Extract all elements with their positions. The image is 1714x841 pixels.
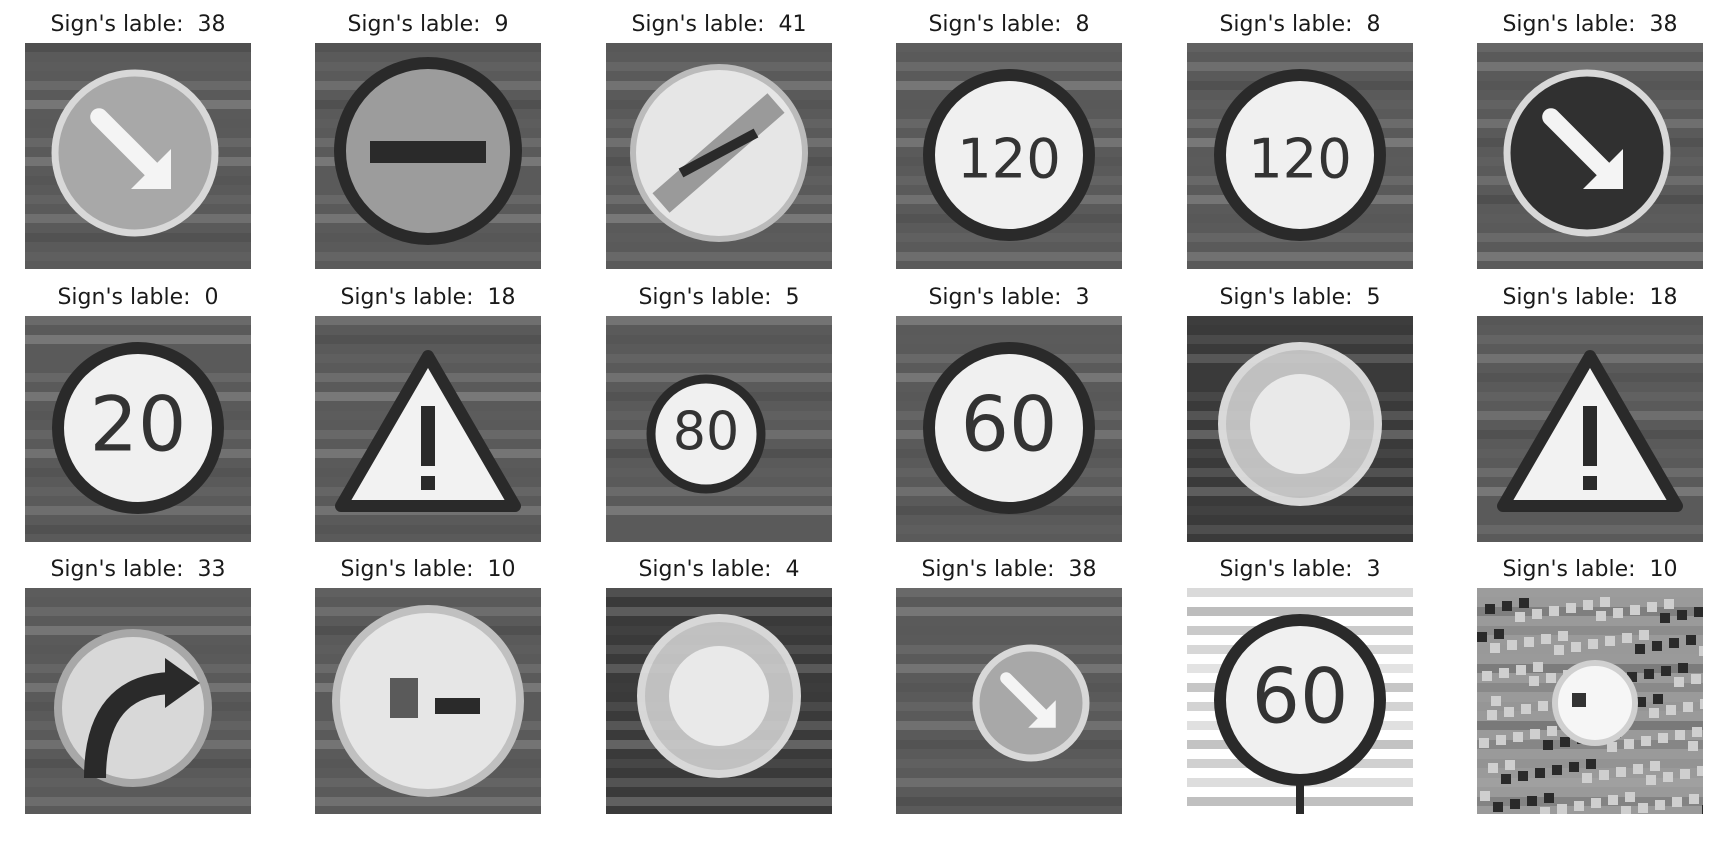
svg-text:120: 120 <box>957 127 1061 190</box>
svg-text:20: 20 <box>90 379 187 468</box>
sign-label-title: Sign's lable: 38 <box>50 12 226 37</box>
traffic-sign-image <box>25 588 251 814</box>
svg-text:80: 80 <box>673 402 740 462</box>
sign-label-title: Sign's lable: 5 <box>1219 285 1381 310</box>
sign-label-title: Sign's lable: 3 <box>1219 557 1381 582</box>
traffic-sign-image: 120 <box>1187 43 1413 269</box>
traffic-sign-image <box>25 43 251 269</box>
sign-label-title: Sign's lable: 38 <box>1502 12 1678 37</box>
sign-label-title: Sign's lable: 38 <box>921 557 1097 582</box>
sign-label-title: Sign's lable: 18 <box>340 285 516 310</box>
sign-label-title: Sign's lable: 41 <box>631 12 807 37</box>
traffic-sign-image <box>1477 588 1703 814</box>
traffic-sign-image <box>1477 316 1703 542</box>
sign-label-title: Sign's lable: 10 <box>340 557 516 582</box>
svg-text:60: 60 <box>961 379 1058 468</box>
sign-label-title: Sign's lable: 18 <box>1502 285 1678 310</box>
traffic-sign-image <box>315 43 541 269</box>
sign-label-title: Sign's lable: 5 <box>638 285 800 310</box>
svg-text:120: 120 <box>1248 127 1352 190</box>
traffic-sign-image <box>606 43 832 269</box>
sign-label-title: Sign's lable: 8 <box>928 12 1090 37</box>
traffic-sign-image <box>315 588 541 814</box>
sign-label-title: Sign's lable: 33 <box>50 557 226 582</box>
sign-label-title: Sign's lable: 9 <box>347 12 509 37</box>
sign-label-title: Sign's lable: 8 <box>1219 12 1381 37</box>
traffic-sign-image: 80 <box>606 316 832 542</box>
traffic-sign-image: 60 <box>896 316 1122 542</box>
sign-label-title: Sign's lable: 4 <box>638 557 800 582</box>
sign-label-title: Sign's lable: 10 <box>1502 557 1678 582</box>
sign-label-title: Sign's lable: 0 <box>57 285 219 310</box>
traffic-sign-image <box>1477 43 1703 269</box>
traffic-sign-image <box>315 316 541 542</box>
traffic-sign-image <box>1187 316 1413 542</box>
traffic-sign-image <box>896 588 1122 814</box>
sign-label-title: Sign's lable: 3 <box>928 285 1090 310</box>
traffic-sign-image <box>606 588 832 814</box>
svg-text:60: 60 <box>1252 651 1349 740</box>
traffic-sign-image: 60 <box>1187 588 1413 814</box>
traffic-sign-image: 20 <box>25 316 251 542</box>
traffic-sign-image: 120 <box>896 43 1122 269</box>
